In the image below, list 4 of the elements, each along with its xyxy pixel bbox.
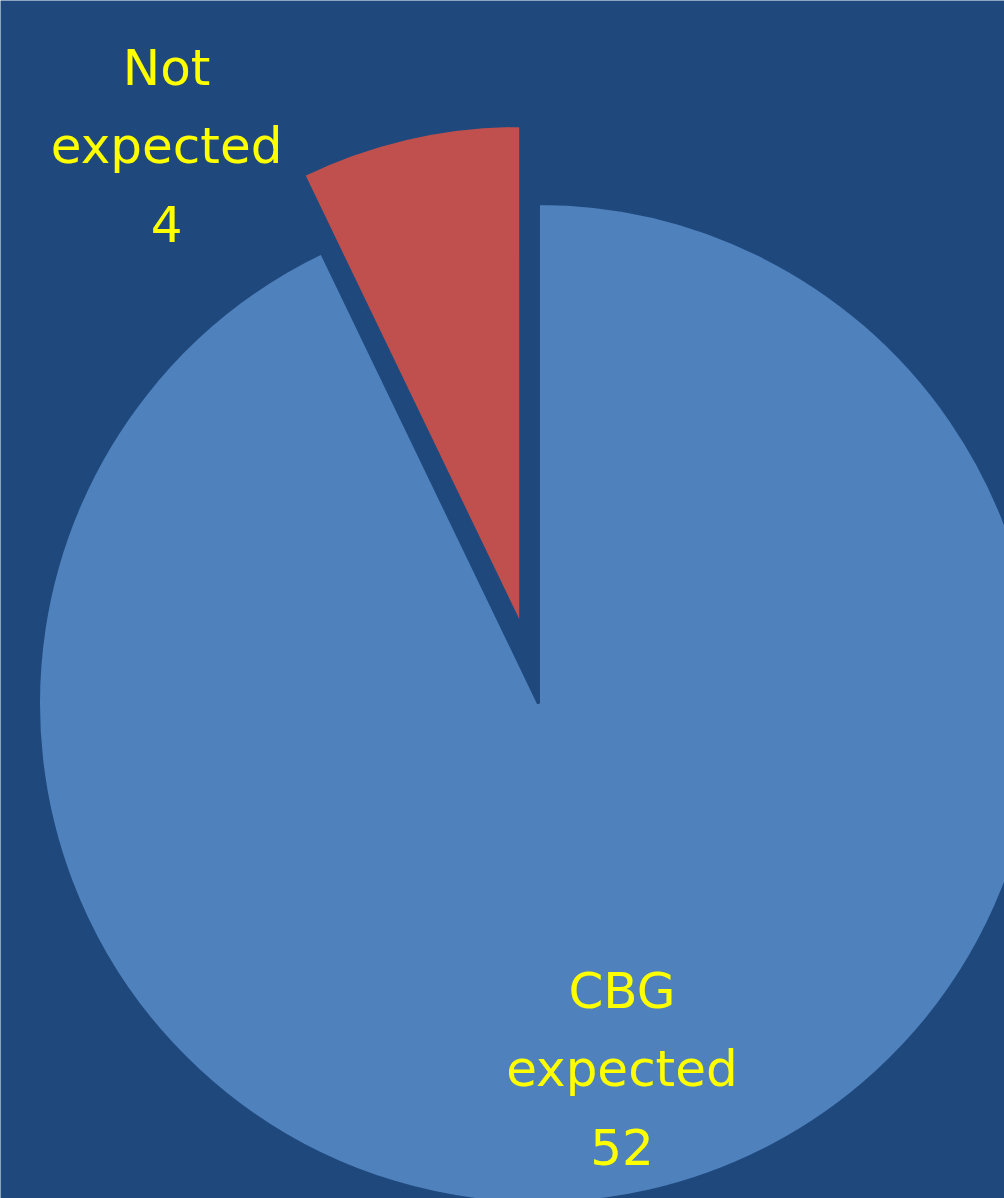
slice-label: Not expected xyxy=(50,39,283,176)
data-label: 4 xyxy=(150,196,183,255)
slice-label: CBG expected xyxy=(506,962,738,1099)
data-label: 52 xyxy=(590,1119,654,1178)
